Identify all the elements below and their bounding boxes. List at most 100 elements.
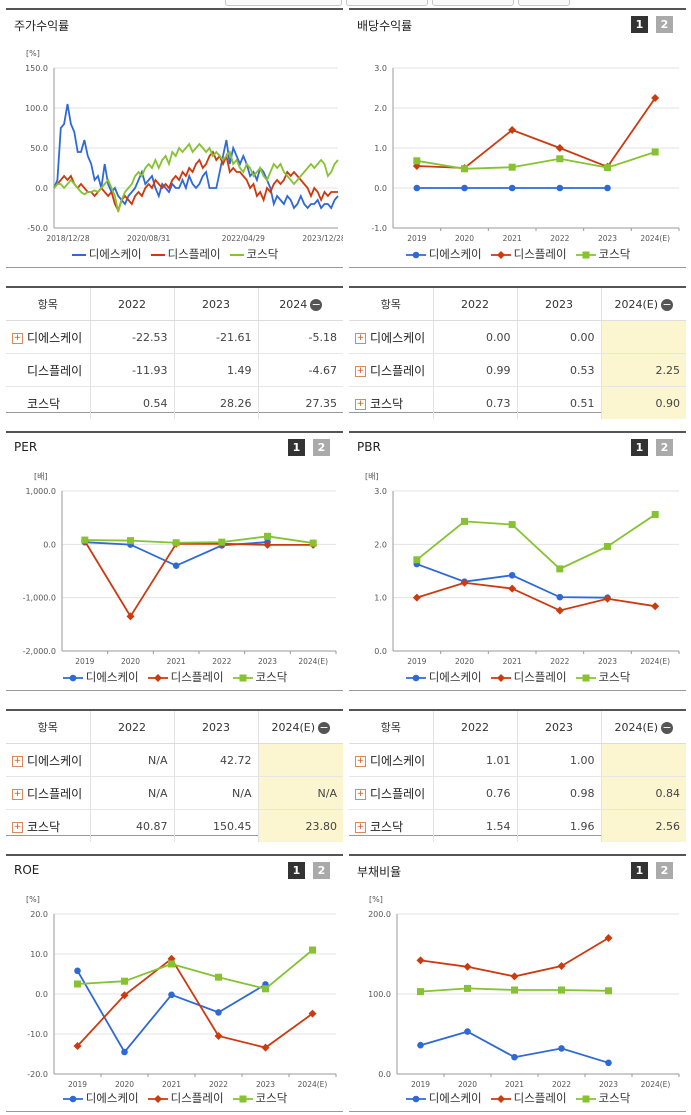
header-label: 2024(E) <box>614 297 659 311</box>
y-tick-label: 100.0 <box>25 104 48 113</box>
chart-legend: 디에스케이 디스플레이 코스닥 <box>6 246 343 262</box>
data-point <box>510 972 519 981</box>
collapse-icon[interactable]: − <box>318 720 331 734</box>
legend-item[interactable]: 디에스케이 <box>62 1090 139 1106</box>
header-label: 2024(E) <box>271 720 316 734</box>
expand-plus-icon[interactable]: + <box>12 788 23 800</box>
header-label: 2023 <box>545 297 573 311</box>
row-name-cell: 코스닥 <box>6 387 90 420</box>
legend-item[interactable]: 코스닥 <box>232 669 288 685</box>
legend-item[interactable]: 코스닥 <box>575 669 631 685</box>
expand-plus-icon[interactable]: + <box>355 821 366 833</box>
value-cell: N/A <box>173 776 258 810</box>
legend-item[interactable]: 코스닥 <box>575 246 630 262</box>
legend-swatch <box>405 674 426 681</box>
legend-item[interactable]: 디에스케이 <box>405 669 482 685</box>
y-tick-label: 1,000.0 <box>25 487 56 496</box>
data-point <box>508 584 517 593</box>
header-label: 항목 <box>37 298 58 311</box>
toolbar-button[interactable] <box>225 0 342 6</box>
header-label: 2023 <box>545 720 573 734</box>
chart-legend: 디에스케이 디스플레이 코스닥 <box>349 1090 686 1106</box>
toolbar-button[interactable] <box>518 0 570 6</box>
legend-item[interactable]: 코스닥 <box>229 246 278 262</box>
legend-label: 코스닥 <box>255 670 288 684</box>
legend-label: 디에스케이 <box>85 1091 139 1105</box>
data-point <box>74 980 81 988</box>
legend-item[interactable]: 디스플레이 <box>147 669 224 685</box>
value-cell: 23.80 <box>257 809 343 842</box>
legend-item[interactable]: 디에스케이 <box>405 1090 482 1106</box>
legend-label: 디에스케이 <box>428 670 482 684</box>
expand-plus-icon[interactable]: + <box>12 332 23 344</box>
expand-plus-icon[interactable]: + <box>355 332 366 344</box>
legend-label: 디스플레이 <box>513 670 567 684</box>
legend-item[interactable]: 디스플레이 <box>150 246 221 262</box>
value-cell: 0.76 <box>432 776 517 810</box>
collapse-icon[interactable]: − <box>661 297 674 311</box>
debt-ratio-chart: [%] 200.0 100.0 0.0 2019 2020 2021 2022 2023 2024… <box>368 895 680 1089</box>
legend-item[interactable]: 디에스케이 <box>71 246 142 262</box>
toggle-2-button[interactable]: 2 <box>313 862 330 879</box>
pbr-chart: [배] 3.0 2.0 1.0 0.0 2019 2020 2021 2022 2023 2024(… <box>365 472 680 666</box>
legend-marker <box>412 1095 420 1102</box>
data-point <box>214 1032 223 1040</box>
toggle-2-button[interactable]: 2 <box>656 439 673 456</box>
toggle-1-button[interactable]: 1 <box>288 439 305 456</box>
expand-plus-icon[interactable]: + <box>355 755 366 767</box>
legend-item[interactable]: 코스닥 <box>575 1090 630 1106</box>
legend-label: 코스닥 <box>598 670 631 684</box>
legend-item[interactable]: 디스플레이 <box>490 1090 567 1106</box>
header-label: 2022 <box>461 720 489 734</box>
value-cell: 0.99 <box>432 353 517 387</box>
data-point <box>308 1009 317 1018</box>
toolbar-button[interactable] <box>346 0 428 6</box>
dividend-table: 항목 2022 2023 2024(E) − + 디에스케이 0.00 0.00 + 디스플레이 0.… <box>349 286 686 419</box>
expand-plus-icon[interactable]: + <box>12 755 23 767</box>
data-point <box>309 539 317 547</box>
collapse-icon[interactable]: − <box>310 297 323 311</box>
data-point <box>262 985 269 993</box>
data-table: 항목 2022 2023 2024(E) − + 디에스케이 1.01 1.00 + 디스플레이 0.… <box>349 711 686 842</box>
legend-item[interactable]: 디스플레이 <box>147 1090 224 1106</box>
toolbar-button[interactable] <box>432 0 514 6</box>
value-cell: 0.00 <box>516 320 601 354</box>
data-point <box>215 1009 222 1016</box>
x-tick-label: 2021 <box>505 1080 524 1089</box>
collapse-icon[interactable]: − <box>661 720 674 734</box>
expand-plus-icon[interactable]: + <box>355 365 366 377</box>
toggle-1-button[interactable]: 1 <box>631 862 648 879</box>
y-tick-label: 0.0 <box>35 990 48 999</box>
expand-plus-icon[interactable]: + <box>12 821 23 833</box>
data-point <box>127 537 134 545</box>
toggle-2-button[interactable]: 2 <box>656 16 673 33</box>
legend-item[interactable]: 디스플레이 <box>490 246 567 262</box>
x-tick-label: 2019 <box>407 234 426 243</box>
data-point <box>168 991 175 999</box>
y-tick-label: 200.0 <box>368 910 391 919</box>
row-name: 디스플레이 <box>27 786 83 801</box>
legend-item[interactable]: 디스플레이 <box>490 669 567 685</box>
x-tick-label: 2024(E) <box>298 657 328 666</box>
y-tick-label: 150.0 <box>25 64 48 73</box>
x-tick-label: 2021 <box>162 1080 181 1089</box>
legend-item[interactable]: 디에스케이 <box>62 669 139 685</box>
series-2 <box>417 984 612 996</box>
row-name-cell: + 디스플레이 <box>349 776 433 810</box>
toggle-2-button[interactable]: 2 <box>656 862 673 879</box>
expand-plus-icon[interactable]: + <box>355 788 366 800</box>
x-tick-label: 2019 <box>407 657 426 666</box>
toggle-1-button[interactable]: 1 <box>631 16 648 33</box>
toggle-1-button[interactable]: 1 <box>288 862 305 879</box>
x-tick-label: 2021 <box>503 657 522 666</box>
legend-item[interactable]: 코스닥 <box>232 1090 287 1106</box>
data-point <box>508 184 516 192</box>
legend-item[interactable]: 디에스케이 <box>405 246 482 262</box>
expand-plus-icon[interactable]: + <box>355 398 366 410</box>
row-name-cell: + 디에스케이 <box>6 743 90 777</box>
toggle-1-button[interactable]: 1 <box>631 439 648 456</box>
header-label: 2023 <box>202 720 230 734</box>
table-row: + 코스닥 1.54 1.96 2.56 <box>349 809 686 842</box>
toggle-2-button[interactable]: 2 <box>313 439 330 456</box>
row-name: 디에스케이 <box>370 753 426 768</box>
